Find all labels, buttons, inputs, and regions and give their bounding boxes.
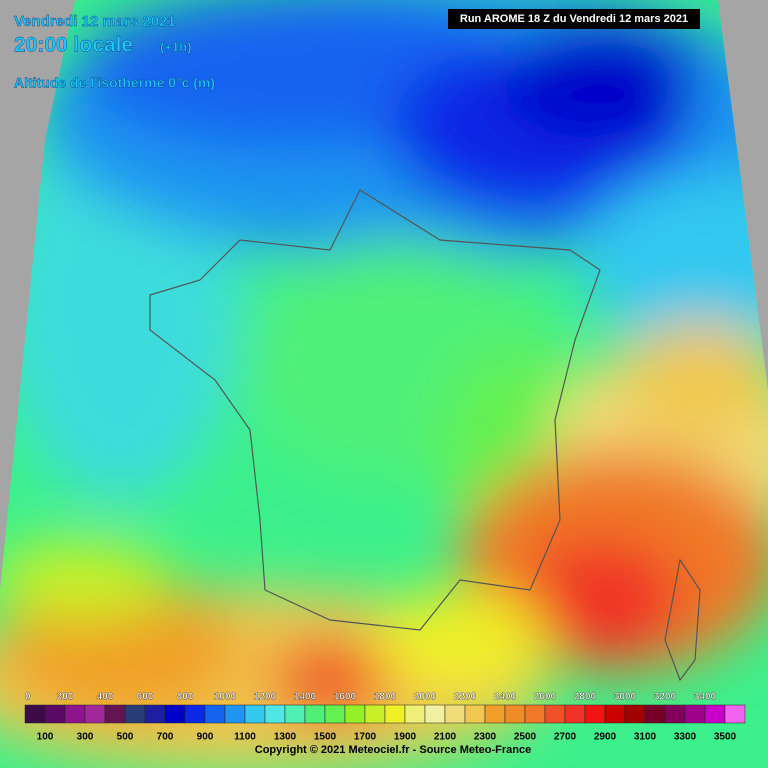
legend-swatch [524,704,546,724]
run-box [448,9,700,29]
legend-label: 2100 [434,732,457,743]
legend-swatch [104,704,126,724]
legend-swatch [344,704,366,724]
run-label: Run AROME 18 Z du Vendredi 12 mars 2021 [460,13,688,25]
legend-swatch [264,704,286,724]
legend-label: 2500 [514,732,537,743]
legend-swatch [324,704,346,724]
legend-swatch [584,704,606,724]
legend-label: 300 [77,732,94,743]
legend-swatch [124,704,146,724]
legend-swatch [144,704,166,724]
legend-swatch [664,704,686,724]
legend-label: 400 [97,692,114,703]
legend-label: 3200 [654,692,677,703]
legend-label: 1900 [394,732,417,743]
legend-label: 2800 [574,692,597,703]
legend-swatch [484,704,506,724]
legend-label: 3400 [694,692,717,703]
legend-swatch [24,704,46,724]
legend-label: 700 [157,732,174,743]
legend-swatch [544,704,566,724]
legend-swatch [204,704,226,724]
legend-swatch [704,704,726,724]
legend-label: 600 [137,692,154,703]
legend-label: 1200 [254,692,277,703]
legend-label: 1800 [374,692,397,703]
legend-label: 2400 [494,692,517,703]
legend-swatch [724,704,746,724]
legend-label: 1400 [294,692,317,703]
copyright: Copyright © 2021 Meteociel.fr - Source M… [255,744,531,756]
legend-label: 2300 [474,732,497,743]
legend-swatch [604,704,626,724]
date: Vendredi 12 mars 2021 [14,13,176,30]
legend-label: 3500 [714,732,737,743]
island-outline [664,558,701,682]
legend-label: 800 [177,692,194,703]
legend-label: 2600 [534,692,557,703]
legend-label: 200 [57,692,74,703]
legend-swatch [244,704,266,724]
legend-label: 3300 [674,732,697,743]
country-outline [149,189,601,631]
legend: 0 100 200 300 400 500 600 700 800 900 1000 1100 1200… [24,691,746,743]
legend-label: 1700 [354,732,377,743]
legend-swatch [84,704,106,724]
legend-swatch [184,704,206,724]
legend-swatch [564,704,586,724]
legend-swatch [284,704,306,724]
legend-swatch [304,704,326,724]
legend-label: 900 [197,732,214,743]
legend-label: 1100 [234,732,256,743]
legend-swatch [684,704,706,724]
legend-swatch [44,704,66,724]
legend-swatch [444,704,466,724]
legend-label: 1300 [274,732,297,743]
legend-swatch [504,704,526,724]
legend-label: 2900 [594,732,617,743]
legend-label: 2000 [414,692,437,703]
parameter: Altitude de l'isotherme 0°c (m) [14,75,215,91]
legend-label: 100 [37,732,54,743]
offset: (+1h) [160,39,191,54]
legend-swatch [644,704,666,724]
legend-label: 2200 [454,692,477,703]
legend-label: 1500 [314,732,337,743]
legend-swatch [224,704,246,724]
legend-label: 2700 [554,732,577,743]
legend-label: 1600 [334,692,357,703]
legend-label: 3000 [614,692,637,703]
legend-swatch [624,704,646,724]
legend-label: 1000 [214,692,237,703]
legend-label: 0 [25,692,31,703]
legend-label: 500 [117,732,134,743]
legend-swatch [404,704,426,724]
legend-swatch [64,704,86,724]
legend-swatch [164,704,186,724]
legend-label: 3100 [634,732,657,743]
legend-swatch [364,704,386,724]
legend-swatch [424,704,446,724]
legend-swatch [464,704,486,724]
legend-swatch [384,704,406,724]
time: 20:00 locale [14,34,133,57]
